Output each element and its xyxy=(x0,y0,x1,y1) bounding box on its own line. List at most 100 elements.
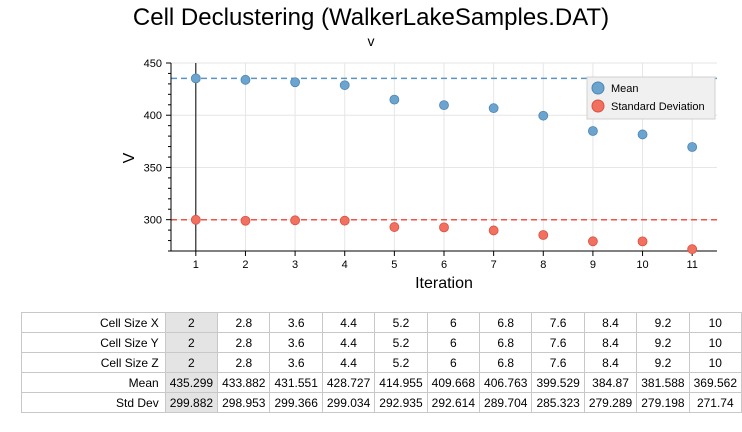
table-cell[interactable]: 9.2 xyxy=(636,352,690,373)
table-cell[interactable]: 406.763 xyxy=(479,372,533,393)
table-cell[interactable]: 7.6 xyxy=(531,312,585,333)
table-cell[interactable]: 4.4 xyxy=(321,312,376,333)
table-cell[interactable]: 6.8 xyxy=(479,312,533,333)
x-ticks: 1 2 3 4 5 6 7 8 9 10 11 xyxy=(193,251,698,271)
table-cell[interactable]: 2 xyxy=(164,352,219,373)
table-cell[interactable]: 298.953 xyxy=(217,392,271,413)
table-cell[interactable]: 10 xyxy=(688,312,742,333)
table-cell[interactable]: 8.4 xyxy=(583,352,638,373)
table-cell[interactable]: 2.8 xyxy=(217,312,271,333)
table-cell[interactable]: 6.8 xyxy=(479,352,533,373)
declustering-table[interactable]: Cell Size X 2 2.8 3.6 4.4 5.2 6 6.8 7.6 8.4 9.2 10 C… xyxy=(21,312,742,413)
table-cell[interactable]: 10 xyxy=(688,352,742,373)
table-cell[interactable]: 2 xyxy=(164,312,219,333)
table-cell[interactable]: 433.882 xyxy=(217,372,271,393)
table-cell[interactable]: 299.366 xyxy=(269,392,323,413)
table-row: Cell Size Z 2 2.8 3.6 4.4 5.2 6 6.8 7.6 8.4 9.2 10 xyxy=(21,352,742,373)
table-row: Mean 435.299 433.882 431.551 428.727 414.955 4… xyxy=(21,372,742,393)
std-dev-point[interactable] xyxy=(339,215,350,226)
row-label: Cell Size X xyxy=(21,312,166,333)
mean-point[interactable] xyxy=(687,142,698,152)
std-dev-point[interactable] xyxy=(538,230,549,240)
x-tick-label: 9 xyxy=(590,259,596,271)
std-dev-point[interactable] xyxy=(389,222,400,232)
x-tick-label: 2 xyxy=(242,259,248,271)
std-dev-point[interactable] xyxy=(439,222,449,233)
table-cell[interactable]: 431.551 xyxy=(269,372,323,393)
table-cell[interactable]: 399.529 xyxy=(531,372,585,393)
table-cell[interactable]: 5.2 xyxy=(374,332,428,353)
x-tick-label: 3 xyxy=(292,259,298,271)
table-cell[interactable]: 292.935 xyxy=(374,392,428,413)
mean-point[interactable] xyxy=(339,80,350,91)
std-dev-point[interactable] xyxy=(290,215,300,226)
table-cell[interactable]: 289.704 xyxy=(479,392,533,413)
table-cell[interactable]: 10 xyxy=(688,332,742,353)
table-cell[interactable]: 3.6 xyxy=(269,352,323,373)
std-dev-point[interactable] xyxy=(637,236,648,247)
y-tick-label: 350 xyxy=(144,162,162,174)
table-cell[interactable]: 2.8 xyxy=(217,352,271,373)
table-row: Cell Size Y 2 2.8 3.6 4.4 5.2 6 6.8 7.6 8.4 9.2 10 xyxy=(21,332,742,353)
table-row: Cell Size X 2 2.8 3.6 4.4 5.2 6 6.8 7.6 8.4 9.2 10 xyxy=(21,312,742,333)
chart-title: Cell Declustering (WalkerLakeSamples.DAT… xyxy=(132,4,610,31)
mean-point[interactable] xyxy=(538,110,549,121)
table-cell[interactable]: 8.4 xyxy=(583,312,638,333)
table-cell[interactable]: 409.668 xyxy=(426,372,481,393)
table-cell[interactable]: 299.034 xyxy=(321,392,376,413)
table-cell[interactable]: 7.6 xyxy=(531,352,585,373)
y-axis-label: V xyxy=(121,152,138,163)
table-cell[interactable]: 4.4 xyxy=(321,332,376,353)
table-cell[interactable]: 428.727 xyxy=(321,372,376,393)
x-tick-label: 11 xyxy=(686,259,697,271)
table-cell[interactable]: 271.74 xyxy=(688,392,742,413)
mean-point[interactable] xyxy=(190,73,201,84)
row-label: Cell Size Z xyxy=(21,352,166,373)
mean-point[interactable] xyxy=(240,74,251,85)
table-cell[interactable]: 7.6 xyxy=(531,332,585,353)
table-cell[interactable]: 6.8 xyxy=(479,332,533,353)
y-tick-label: 300 xyxy=(144,215,162,227)
y-tick-label: 450 xyxy=(144,58,162,70)
table-row: Std Dev 299.882 298.953 299.366 299.034 292.9… xyxy=(21,392,742,413)
table-cell[interactable]: 369.562 xyxy=(688,372,742,393)
data-points xyxy=(190,73,698,255)
table-cell[interactable]: 285.323 xyxy=(531,392,585,413)
x-tick-label: 8 xyxy=(540,259,546,271)
table-cell[interactable]: 279.198 xyxy=(636,392,690,413)
std-dev-point[interactable] xyxy=(240,215,251,226)
table-cell[interactable]: 9.2 xyxy=(636,332,690,353)
std-dev-point[interactable] xyxy=(488,225,499,236)
table-cell[interactable]: 5.2 xyxy=(374,352,428,373)
table-cell[interactable]: 6 xyxy=(426,332,481,353)
table-cell[interactable]: 381.588 xyxy=(636,372,690,393)
mean-point[interactable] xyxy=(588,126,598,136)
mean-point[interactable] xyxy=(637,129,648,140)
table-cell[interactable]: 4.4 xyxy=(321,352,376,373)
mean-point[interactable] xyxy=(488,103,499,114)
table-cell[interactable]: 3.6 xyxy=(269,332,323,353)
table-cell[interactable]: 5.2 xyxy=(374,312,428,333)
table-cell[interactable]: 299.882 xyxy=(164,392,219,413)
std-dev-point[interactable] xyxy=(190,214,201,225)
table-cell[interactable]: 414.955 xyxy=(374,372,428,393)
table-cell[interactable]: 8.4 xyxy=(583,332,638,353)
table-cell[interactable]: 3.6 xyxy=(269,312,323,333)
row-label: Mean xyxy=(21,372,166,393)
mean-point[interactable] xyxy=(290,77,300,88)
std-dev-point[interactable] xyxy=(588,236,598,247)
std-dev-point[interactable] xyxy=(687,244,698,255)
table-cell[interactable]: 2 xyxy=(164,332,219,353)
table-cell[interactable]: 435.299 xyxy=(164,372,219,393)
table-cell[interactable]: 6 xyxy=(426,352,481,373)
table-cell[interactable]: 279.289 xyxy=(583,392,638,413)
table-cell[interactable]: 292.614 xyxy=(426,392,481,413)
x-tick-label: 1 xyxy=(193,259,199,271)
table-cell[interactable]: 2.8 xyxy=(217,332,271,353)
mean-point[interactable] xyxy=(439,100,449,111)
table-cell[interactable]: 9.2 xyxy=(636,312,690,333)
mean-point[interactable] xyxy=(389,94,400,105)
declustering-plot[interactable]: 1 2 3 4 5 6 7 8 9 10 11 300 350 400 450 Iteration V M… xyxy=(0,0,742,300)
table-cell[interactable]: 384.87 xyxy=(583,372,638,393)
table-cell[interactable]: 6 xyxy=(426,312,481,333)
